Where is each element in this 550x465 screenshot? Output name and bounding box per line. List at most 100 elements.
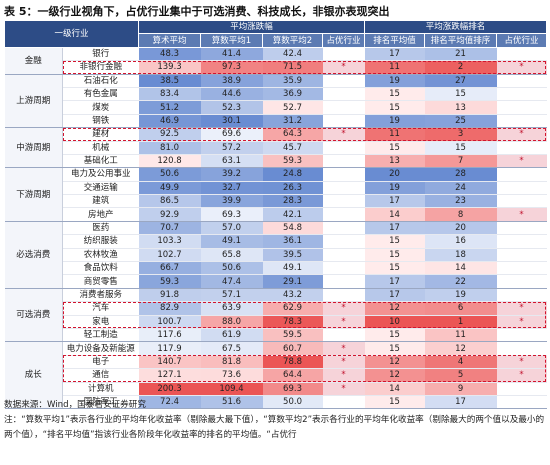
value-cell: 52.7 bbox=[262, 100, 323, 115]
star-cell bbox=[496, 341, 547, 356]
value-cell: 26.3 bbox=[262, 181, 323, 196]
value-cell: 63.1 bbox=[200, 154, 263, 169]
value-cell: 8 bbox=[424, 207, 497, 222]
value-cell: 19 bbox=[364, 74, 425, 88]
industry-cell: 银行 bbox=[62, 47, 139, 62]
value-cell: 65.8 bbox=[200, 248, 263, 263]
table-row: 商贸零售 59.3 47.4 29.1 17 22 bbox=[5, 274, 547, 289]
value-cell: 50.6 bbox=[138, 167, 201, 182]
star-cell bbox=[322, 154, 365, 169]
table-row: 金融 银行 48.3 41.4 42.4 17 21 bbox=[4, 47, 547, 75]
industry-cell: 纺织服装 bbox=[62, 234, 139, 249]
star-cell bbox=[322, 288, 365, 303]
value-cell: 91.8 bbox=[138, 288, 201, 303]
value-cell: 51.6 bbox=[200, 395, 263, 410]
star-cell bbox=[322, 274, 365, 289]
value-cell: 36.9 bbox=[262, 87, 323, 102]
value-cell: 13 bbox=[424, 100, 497, 115]
value-cell: 15 bbox=[364, 141, 425, 155]
value-cell: 42.4 bbox=[262, 47, 323, 62]
value-cell: 12 bbox=[364, 301, 425, 316]
table-row: 计算机 200.3 109.4 69.3 * 14 9 bbox=[5, 382, 547, 396]
table-row: 必选消费 医药 70.7 57.0 54.8 17 20 bbox=[4, 221, 547, 289]
value-cell: 39.5 bbox=[262, 248, 323, 263]
star-cell: * bbox=[322, 368, 365, 383]
value-cell: 38.9 bbox=[200, 74, 263, 88]
header-cell: 算数平均2 bbox=[262, 33, 324, 48]
value-cell: 50.0 bbox=[262, 395, 323, 410]
star-cell bbox=[322, 395, 365, 410]
value-cell: 17 bbox=[424, 395, 497, 410]
table-row: 轻工制造 117.6 61.9 59.5 15 11 bbox=[5, 328, 547, 343]
star-cell bbox=[496, 167, 547, 182]
industry-cell: 商贸零售 bbox=[62, 274, 139, 289]
value-cell: 82.9 bbox=[138, 301, 201, 316]
industry-cell: 电力及公用事业 bbox=[62, 167, 139, 182]
value-cell: 27 bbox=[424, 74, 497, 88]
star-cell bbox=[496, 47, 547, 62]
value-cell: 15 bbox=[364, 87, 425, 102]
value-cell: 15 bbox=[364, 341, 425, 356]
value-cell: 16 bbox=[424, 234, 497, 249]
value-cell: 17 bbox=[364, 288, 425, 303]
star-cell bbox=[322, 181, 365, 196]
value-cell: 97.3 bbox=[200, 60, 263, 75]
star-cell: * bbox=[496, 301, 547, 316]
industry-cell: 非银行金融 bbox=[62, 60, 139, 75]
industry-cell: 基础化工 bbox=[62, 154, 139, 169]
value-cell: 50.6 bbox=[200, 261, 263, 276]
star-cell bbox=[496, 221, 547, 236]
value-cell: 15 bbox=[364, 328, 425, 343]
value-cell: 15 bbox=[424, 87, 497, 102]
star-cell bbox=[322, 100, 365, 115]
header-row: 算术平均 算数平均1 算数平均2 占优行业 排名平均值 排名平均值排序 占优行业 bbox=[5, 33, 548, 48]
star-cell bbox=[496, 87, 547, 102]
star-cell bbox=[496, 288, 547, 303]
star-cell: * bbox=[496, 315, 547, 329]
value-cell: 64.4 bbox=[262, 368, 323, 383]
value-cell: 46.9 bbox=[138, 114, 201, 129]
value-cell: 11 bbox=[364, 60, 425, 75]
value-cell: 71.5 bbox=[262, 60, 323, 75]
value-cell: 25 bbox=[424, 114, 497, 129]
value-cell: 100.7 bbox=[138, 315, 201, 329]
value-cell: 59.3 bbox=[262, 154, 323, 169]
table-row: 下游周期 电力及公用事业 50.6 39.2 24.8 20 28 bbox=[4, 167, 547, 222]
header-cell: 平均涨跌幅排名 bbox=[364, 19, 548, 35]
value-cell: 12 bbox=[364, 355, 425, 370]
value-cell: 28.3 bbox=[262, 194, 323, 209]
value-cell: 88.0 bbox=[200, 315, 263, 329]
group-cell: 下游周期 bbox=[4, 167, 63, 222]
value-cell: 117.9 bbox=[138, 341, 201, 356]
value-cell: 2 bbox=[424, 60, 497, 75]
value-cell: 70.7 bbox=[138, 221, 201, 236]
star-cell: * bbox=[322, 127, 365, 142]
value-cell: 54.8 bbox=[262, 221, 323, 236]
industry-cell: 机械 bbox=[62, 141, 139, 155]
value-cell: 73.6 bbox=[200, 368, 263, 383]
header-cell: 排名平均值 bbox=[364, 33, 426, 48]
star-cell: * bbox=[496, 127, 547, 142]
value-cell: 9 bbox=[424, 382, 497, 396]
star-cell bbox=[496, 328, 547, 343]
notes: 数据来源：Wind，国泰君安证券研究 注：“算数平均1”表示各行业的平均年化收益率… bbox=[4, 398, 546, 443]
value-cell: 57.1 bbox=[200, 288, 263, 303]
table-row: 房地产 92.9 69.3 42.1 14 8 * bbox=[5, 207, 547, 222]
value-cell: 45.7 bbox=[262, 141, 323, 155]
value-cell: 57.0 bbox=[200, 221, 263, 236]
industry-cell: 电力设备及新能源 bbox=[62, 341, 139, 356]
value-cell: 30.1 bbox=[200, 114, 263, 129]
industry-cell: 交通运输 bbox=[62, 181, 139, 196]
value-cell: 103.3 bbox=[138, 234, 201, 249]
value-cell: 69.3 bbox=[262, 382, 323, 396]
value-cell: 20 bbox=[364, 167, 425, 182]
value-cell: 140.7 bbox=[138, 355, 201, 370]
value-cell: 17 bbox=[364, 221, 425, 236]
star-cell: * bbox=[322, 60, 365, 75]
star-cell: * bbox=[496, 207, 547, 222]
table-row: 国防军工 72.4 51.6 50.0 15 17 bbox=[5, 395, 547, 410]
industry-cell: 国防军工 bbox=[62, 395, 139, 410]
value-cell: 24.8 bbox=[262, 167, 323, 182]
value-cell: 61.9 bbox=[200, 328, 263, 343]
table: 一级行业 平均涨跌幅 平均涨跌幅排名 算术平均 算数平均1 算数平均2 占优行业 排名平均值排… bbox=[3, 19, 548, 410]
